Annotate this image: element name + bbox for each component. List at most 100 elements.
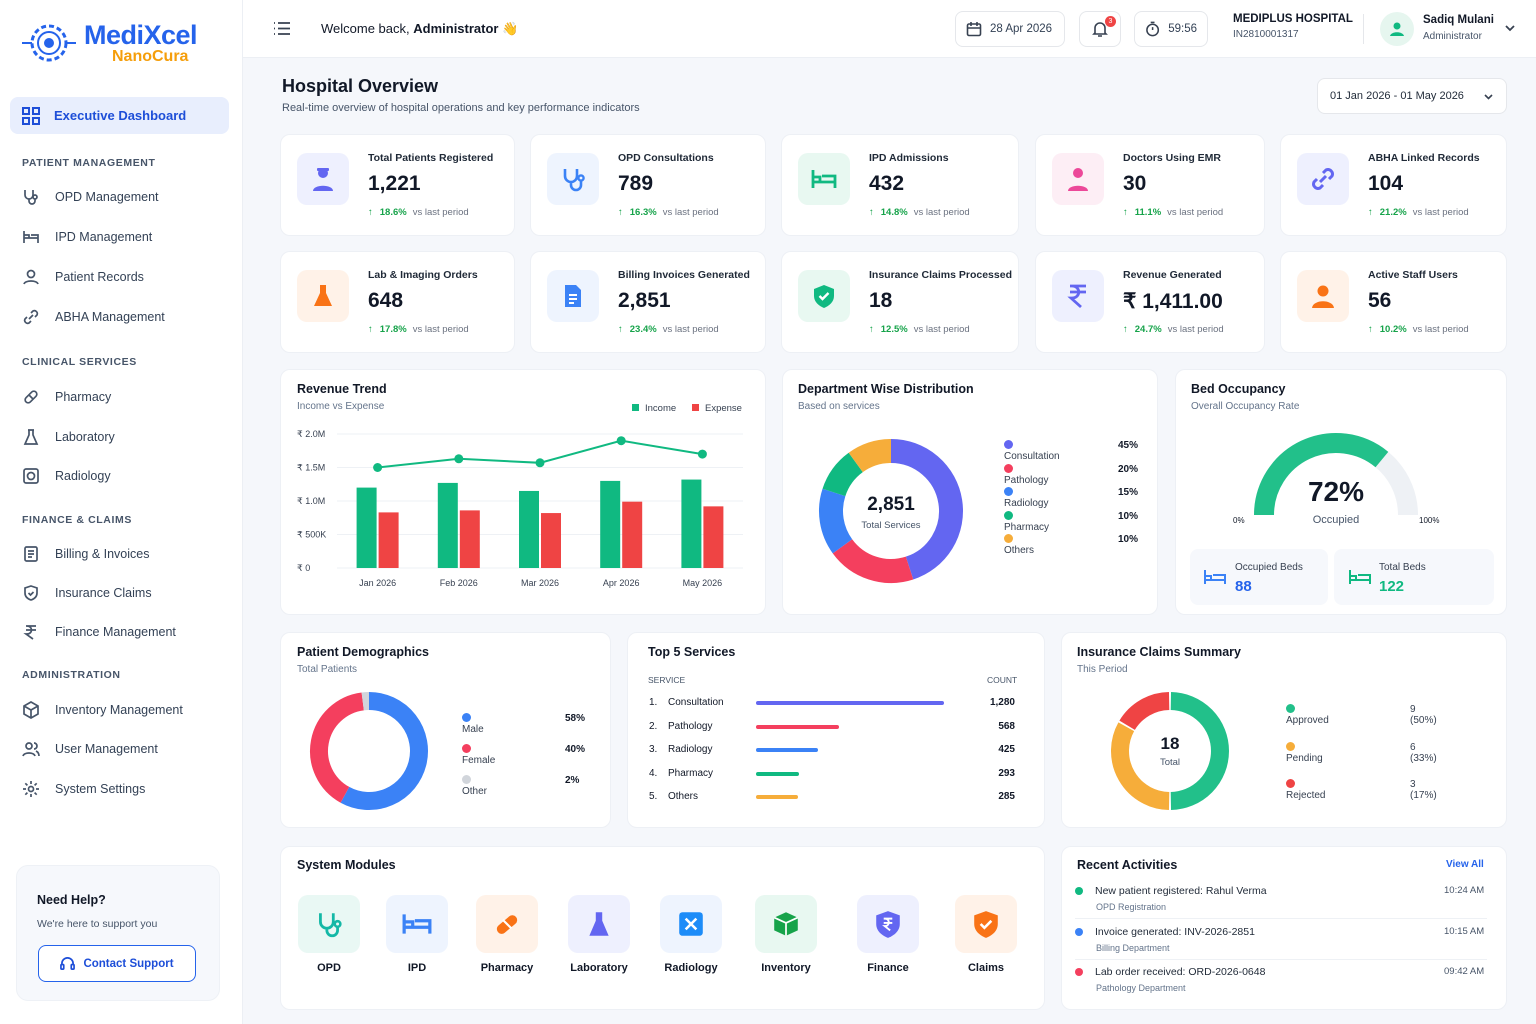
arrow-up-icon: ↑ xyxy=(368,324,373,335)
divider xyxy=(1363,14,1364,44)
module-ipd[interactable]: IPD xyxy=(386,895,448,974)
kpi-change-note: vs last period xyxy=(1412,324,1469,335)
trend-point xyxy=(535,458,545,468)
nav-section-admin: ADMINISTRATION xyxy=(22,669,121,681)
legend-income-label: Income xyxy=(645,403,677,414)
nav-laboratory[interactable]: Laboratory xyxy=(22,428,115,446)
total-beds-label: Total Beds xyxy=(1379,562,1426,573)
nav-insurance[interactable]: Insurance Claims xyxy=(22,584,152,602)
demo-slice xyxy=(310,692,365,803)
help-subtitle: We're here to support you xyxy=(37,918,158,930)
demo-legend-dot xyxy=(462,713,471,722)
kpi-card[interactable]: Total Patients Registered 1,221 ↑ 18.6% vs l… xyxy=(280,134,515,236)
module-inventory[interactable]: Inventory xyxy=(755,895,817,974)
module-label: IPD xyxy=(407,962,427,974)
arrow-up-icon: ↑ xyxy=(1368,324,1373,335)
kpi-card[interactable]: IPD Admissions 432 ↑ 14.8% vs last period xyxy=(781,134,1019,236)
bed-pct: 72% xyxy=(1307,476,1365,507)
module-finance[interactable]: Finance xyxy=(857,895,919,974)
timer-icon xyxy=(1146,21,1160,37)
nav-settings[interactable]: System Settings xyxy=(22,780,145,798)
module-claims[interactable]: Claims xyxy=(955,895,1017,974)
module-opd[interactable]: OPD xyxy=(298,895,360,974)
dept-legend-value: 10% xyxy=(1118,510,1139,522)
kpi-card[interactable]: ABHA Linked Records 104 ↑ 21.2% vs last peri… xyxy=(1280,134,1507,236)
module-radiology[interactable]: Radiology xyxy=(660,895,722,974)
trend-point xyxy=(373,463,383,472)
bed-subtitle: Overall Occupancy Rate xyxy=(1191,401,1300,412)
legend-expense-label: Expense xyxy=(705,403,742,414)
activity-item[interactable]: Invoice generated: INV-2026-2851 Billing … xyxy=(1075,926,1495,960)
nav-billing[interactable]: Billing & Invoices xyxy=(22,545,150,563)
demo-legend-name: Female xyxy=(462,755,496,766)
stethoscope-icon xyxy=(319,913,342,938)
module-icon-tile xyxy=(755,895,817,953)
contact-support-label: Contact Support xyxy=(83,957,174,970)
dept-legend-item: Pharmacy xyxy=(1004,510,1050,533)
kpi-card[interactable]: Active Staff Users 56 ↑ 10.2% vs last period xyxy=(1280,251,1507,353)
contact-support-button[interactable]: Contact Support xyxy=(38,945,196,982)
nav-billing-label: Billing & Invoices xyxy=(55,547,150,561)
activity-item[interactable]: Lab order received: ORD-2026-0648 Patholo… xyxy=(1075,966,1495,993)
view-all-link[interactable]: View All xyxy=(1446,859,1484,870)
nav-users[interactable]: User Management xyxy=(22,740,158,758)
nav-pharmacy[interactable]: Pharmacy xyxy=(22,388,111,406)
bed-title: Bed Occupancy xyxy=(1191,382,1286,396)
department-card: Department Wise Distribution Based on se… xyxy=(782,369,1158,615)
nav-radiology[interactable]: Radiology xyxy=(22,467,111,485)
radiology-icon xyxy=(23,468,39,484)
logo[interactable]: MediXcel NanoCura xyxy=(20,18,198,68)
notification-button[interactable]: 3 xyxy=(1079,11,1121,47)
gear-logo-icon xyxy=(22,24,76,62)
activity-sub: OPD Registration xyxy=(1096,902,1167,912)
module-label: Radiology xyxy=(664,962,718,974)
arrow-up-icon: ↑ xyxy=(869,324,874,335)
nav-settings-label: System Settings xyxy=(55,782,146,796)
date-chip[interactable]: 28 Apr 2026 xyxy=(955,11,1065,47)
nav-finance[interactable]: Finance Management xyxy=(22,623,176,641)
kpi-change-value: 12.5% xyxy=(880,324,908,335)
module-laboratory[interactable]: Laboratory xyxy=(568,895,630,974)
user-icon xyxy=(23,269,39,285)
y-tick-label: ₹ 500K xyxy=(297,530,326,540)
demo-legend-value: 58% xyxy=(565,713,586,724)
arrow-up-icon: ↑ xyxy=(618,324,623,335)
claims-total: 18 xyxy=(1160,734,1180,753)
kpi-card[interactable]: Doctors Using EMR 30 ↑ 11.1% vs last period xyxy=(1035,134,1265,236)
kpi-change-value: 17.8% xyxy=(379,324,407,335)
service-count: 293 xyxy=(998,767,1015,779)
kpi-card[interactable]: Billing Invoices Generated 2,851 ↑ 23.4% vs … xyxy=(530,251,766,353)
nav-ipd[interactable]: IPD Management xyxy=(22,228,152,246)
kpi-card[interactable]: OPD Consultations 789 ↑ 16.3% vs last period xyxy=(530,134,766,236)
nav-abha[interactable]: ABHA Management xyxy=(22,308,165,326)
module-icon-tile xyxy=(568,895,630,953)
brand-name: MediXcel xyxy=(84,20,198,50)
service-count: 568 xyxy=(998,720,1015,732)
nav-finance-label: Finance Management xyxy=(55,625,176,639)
user-avatar-icon xyxy=(1390,22,1404,36)
x-tick-label: May 2026 xyxy=(683,578,723,588)
kpi-change-value: 11.1% xyxy=(1134,207,1162,218)
dept-legend-name: Pharmacy xyxy=(1004,521,1050,533)
gear-icon xyxy=(23,781,39,797)
nav-patient-records[interactable]: Patient Records xyxy=(22,268,144,286)
kpi-card[interactable]: Revenue Generated ₹ 1,411.00 ↑ 24.7% vs last… xyxy=(1035,251,1265,353)
kpi-card[interactable]: Lab & Imaging Orders 648 ↑ 17.8% vs last per… xyxy=(280,251,515,353)
trend-point xyxy=(454,454,464,464)
menu-icon[interactable] xyxy=(273,21,290,36)
kpi-card[interactable]: Insurance Claims Processed 18 ↑ 12.5% vs las… xyxy=(781,251,1019,353)
kpi-label: IPD Admissions xyxy=(869,152,949,164)
activity-item[interactable]: New patient registered: Rahul Verma OPD R… xyxy=(1075,885,1495,919)
dept-slice xyxy=(819,488,853,554)
date-range-select[interactable]: 01 Jan 2026 - 01 May 2026 xyxy=(1317,78,1507,114)
dept-legend-dot xyxy=(1004,534,1013,543)
nav-inventory[interactable]: Inventory Management xyxy=(22,701,183,719)
nav-executive-dashboard[interactable]: Executive Dashboard xyxy=(10,97,229,134)
demo-slice xyxy=(340,692,428,810)
user-menu[interactable]: Sadiq Mulani Administrator xyxy=(1380,11,1515,47)
module-pharmacy[interactable]: Pharmacy xyxy=(476,895,538,974)
demo-subtitle: Total Patients xyxy=(297,664,358,675)
nav-opd[interactable]: OPD Management xyxy=(22,188,159,206)
legend-income: Income xyxy=(632,403,676,414)
link-icon xyxy=(23,309,39,325)
